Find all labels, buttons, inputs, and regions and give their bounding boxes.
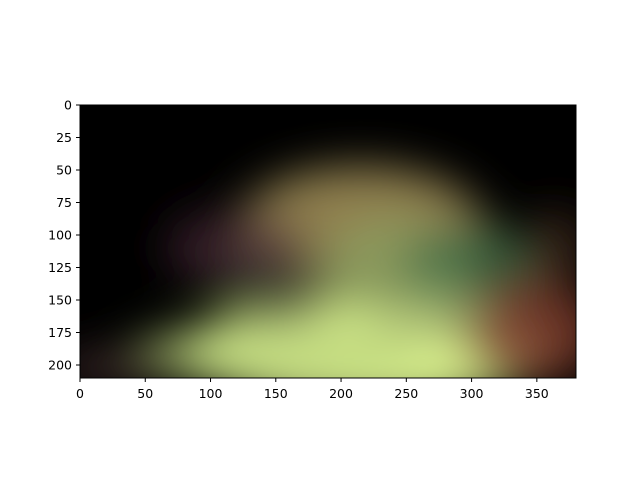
heatmap-color-region-10 xyxy=(373,280,492,346)
heatmap-image xyxy=(80,166,576,378)
x-tick-label: 200 xyxy=(329,386,353,401)
heatmap-color-region-8 xyxy=(523,209,576,287)
y-tick-label: 50 xyxy=(56,163,72,178)
x-tick-label: 250 xyxy=(394,386,418,401)
y-tick-label: 100 xyxy=(48,228,72,243)
heatmap-color-region-1 xyxy=(132,320,420,378)
y-tick-label: 0 xyxy=(64,98,72,113)
y-axis: 0 25 50 75 100 125 150 175 200 xyxy=(48,98,80,373)
y-tick-label: 125 xyxy=(48,260,72,275)
x-tick-label: 50 xyxy=(137,386,153,401)
y-tick-label: 175 xyxy=(48,325,72,340)
y-tick-label: 150 xyxy=(48,293,72,308)
x-tick-label: 300 xyxy=(460,386,484,401)
heatmap-color-region-9 xyxy=(80,352,172,378)
x-tick-label: 350 xyxy=(525,386,549,401)
x-tick-label: 150 xyxy=(264,386,288,401)
heatmap-color-region-6 xyxy=(217,250,335,324)
x-tick-label: 100 xyxy=(199,386,223,401)
plot-frame xyxy=(79,104,577,379)
y-tick-label: 75 xyxy=(56,195,72,210)
y-tick-label: 25 xyxy=(56,130,72,145)
x-axis: 0 50 100 150 200 250 300 350 xyxy=(76,378,549,401)
y-tick-label: 200 xyxy=(48,358,72,373)
x-tick-label: 0 xyxy=(76,386,84,401)
